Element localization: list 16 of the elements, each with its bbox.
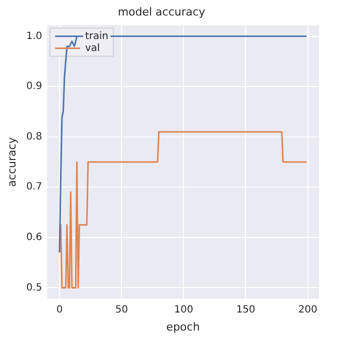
- y-tick-label: 0.6: [26, 232, 42, 244]
- y-tick-label: 0.5: [26, 282, 42, 294]
- x-tick-label: 200: [298, 304, 318, 316]
- y-tick-label: 0.7: [26, 182, 42, 193]
- x-tick-label: 150: [236, 304, 256, 316]
- legend-label: train: [85, 30, 108, 42]
- chart-title: model accuracy: [118, 5, 206, 18]
- x-axis-title: epoch: [166, 320, 200, 334]
- x-tick-label: 50: [115, 304, 128, 316]
- x-tick-label: 0: [56, 304, 63, 316]
- legend-label: val: [85, 42, 100, 54]
- y-tick-label: 1.0: [26, 30, 42, 42]
- x-tick-label: 100: [174, 304, 194, 316]
- y-tick-label: 0.9: [26, 81, 42, 92]
- y-tick-label: 0.8: [26, 131, 42, 142]
- y-axis-title: accuracy: [5, 136, 18, 187]
